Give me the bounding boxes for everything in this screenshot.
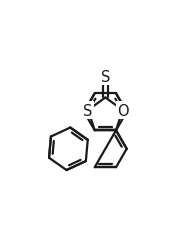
Text: S: S [101, 69, 110, 84]
Text: S: S [83, 103, 93, 118]
Text: O: O [117, 103, 128, 118]
